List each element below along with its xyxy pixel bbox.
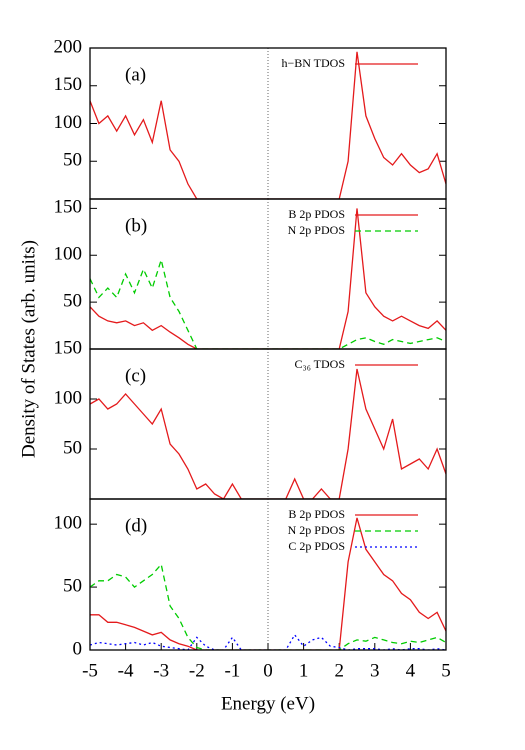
- series-line: [90, 368, 446, 499]
- y-tick-label: 150: [54, 197, 83, 218]
- x-tick-label: -1: [224, 660, 240, 681]
- legend-label: C₃₆ TDOS: [295, 357, 346, 371]
- x-tick-label: -3: [153, 660, 169, 681]
- x-tick-label: -4: [118, 660, 134, 681]
- legend-label: C 2p PDOS: [288, 539, 345, 553]
- x-tick-label: 0: [263, 660, 273, 681]
- series-line: [90, 633, 446, 650]
- y-tick-label: 50: [63, 290, 82, 311]
- x-tick-label: 1: [299, 660, 309, 681]
- y-tick-label: 200: [54, 36, 83, 57]
- panel-frame: [89, 498, 447, 651]
- y-tick-label: 150: [54, 74, 83, 95]
- x-tick-label: 4: [406, 660, 416, 681]
- x-tick-label: -2: [189, 660, 205, 681]
- legend-label: B 2p PDOS: [288, 507, 345, 521]
- legend-label: N 2p PDOS: [288, 523, 345, 537]
- y-tick-label: 100: [54, 112, 83, 133]
- y-tick-label: 100: [54, 244, 83, 265]
- y-tick-label: 100: [54, 513, 83, 534]
- series-line: [90, 208, 446, 349]
- y-tick-label: 150: [54, 337, 83, 358]
- x-tick-label: 2: [334, 660, 344, 681]
- y-tick-label: 50: [63, 150, 82, 171]
- legend-label: h−BN TDOS: [281, 56, 345, 70]
- x-tick-label: 5: [441, 660, 451, 681]
- y-tick-label: 50: [63, 437, 82, 458]
- y-tick-label: 50: [63, 575, 82, 596]
- y-axis-label: Density of States (arb. units): [18, 240, 39, 458]
- x-tick-label: 3: [370, 660, 380, 681]
- x-tick-label: -5: [82, 660, 98, 681]
- panel-label: (c): [125, 365, 146, 386]
- series-line: [90, 257, 446, 349]
- y-tick-label: 100: [54, 387, 83, 408]
- y-tick-label: 0: [73, 638, 83, 659]
- x-axis-label: Energy (eV): [221, 693, 315, 714]
- legend-label: N 2p PDOS: [288, 223, 345, 237]
- panel-label: (b): [125, 215, 147, 236]
- series-line: [90, 563, 446, 650]
- legend-label: B 2p PDOS: [288, 207, 345, 221]
- panel-label: (d): [125, 515, 147, 536]
- series-line: [90, 517, 446, 650]
- series-line: [90, 51, 446, 199]
- panel-label: (a): [125, 64, 146, 85]
